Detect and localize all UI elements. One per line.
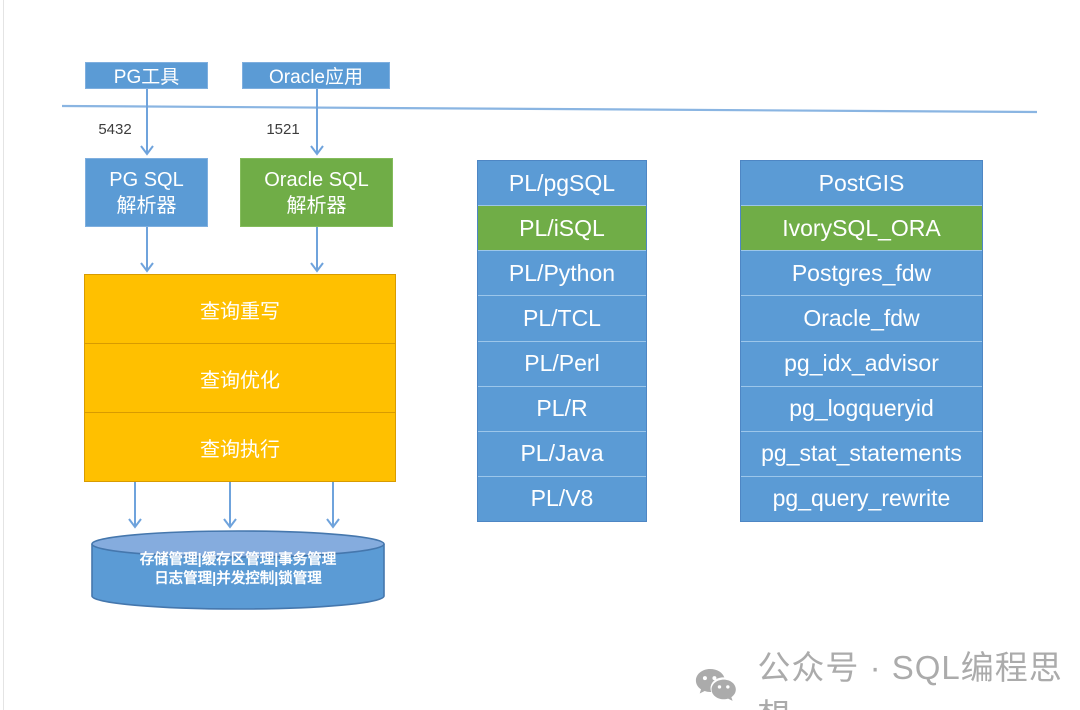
wechat-icon xyxy=(695,669,736,701)
pl-row-plisql: PL/iSQL xyxy=(478,205,646,251)
ext-row-pg-idx-advisor: pg_idx_advisor xyxy=(741,340,982,386)
parser-line1: PG SQL xyxy=(109,168,184,191)
ext-row-oracle-fdw: Oracle_fdw xyxy=(741,295,982,341)
oracle-port-label: 1521 xyxy=(266,121,300,138)
watermark-text: 公众号 · SQL编程思想 xyxy=(757,649,1063,710)
pipeline-row-execute: 查询执行 xyxy=(85,412,395,481)
ext-row-pg-stat-statements: pg_stat_statements xyxy=(741,430,982,476)
storage-line2: 日志管理|并发控制|锁管理 xyxy=(154,570,322,587)
pl-row-plv8: PL/V8 xyxy=(478,475,646,521)
storage-cylinder-label: 存储管理|缓存区管理|事务管理 日志管理|并发控制|锁管理 xyxy=(90,551,386,588)
extensions-column: PostGIS IvorySQL_ORA Postgres_fdw Oracle… xyxy=(740,160,983,522)
parser-line1: Oracle SQL xyxy=(264,168,369,191)
ext-row-postgis: PostGIS xyxy=(741,161,982,206)
ext-row-postgres-fdw: Postgres_fdw xyxy=(741,250,982,296)
pl-row-pltcl: PL/TCL xyxy=(478,295,646,341)
storage-cylinder xyxy=(91,530,385,610)
parser-box-pg-sql: PG SQL 解析器 xyxy=(85,158,208,227)
pl-row-plperl: PL/Perl xyxy=(478,340,646,386)
ext-row-pg-query-rewrite: pg_query_rewrite xyxy=(741,475,982,521)
network-divider-line xyxy=(61,104,1038,114)
pl-row-plpgsql: PL/pgSQL xyxy=(478,161,646,206)
query-pipeline-stack: 查询重写 查询优化 查询执行 xyxy=(84,274,396,482)
pipeline-row-optimize: 查询优化 xyxy=(85,343,395,412)
parser-line2: 解析器 xyxy=(116,194,177,217)
client-label: PG工具 xyxy=(113,67,180,88)
pl-row-plr: PL/R xyxy=(478,385,646,431)
parser-line2: 解析器 xyxy=(286,194,347,217)
client-box-pg-tools: PG工具 xyxy=(85,62,208,89)
pl-row-plpython: PL/Python xyxy=(478,250,646,296)
watermark: 公众号 · SQL编程思想 xyxy=(694,641,1080,710)
client-box-oracle-apps: Oracle应用 xyxy=(242,62,390,89)
client-label: Oracle应用 xyxy=(269,67,363,88)
pl-row-pljava: PL/Java xyxy=(478,430,646,476)
left-frame-line xyxy=(3,0,4,710)
pl-languages-column: PL/pgSQL PL/iSQL PL/Python PL/TCL PL/Per… xyxy=(477,160,647,522)
pg-port-label: 5432 xyxy=(98,121,132,138)
parser-box-oracle-sql: Oracle SQL 解析器 xyxy=(240,158,393,227)
storage-line1: 存储管理|缓存区管理|事务管理 xyxy=(139,552,337,568)
ext-row-pg-logqueryid: pg_logqueryid xyxy=(741,385,982,431)
ext-row-ivorysql-ora: IvorySQL_ORA xyxy=(741,205,982,251)
pipeline-row-rewrite: 查询重写 xyxy=(200,300,280,323)
